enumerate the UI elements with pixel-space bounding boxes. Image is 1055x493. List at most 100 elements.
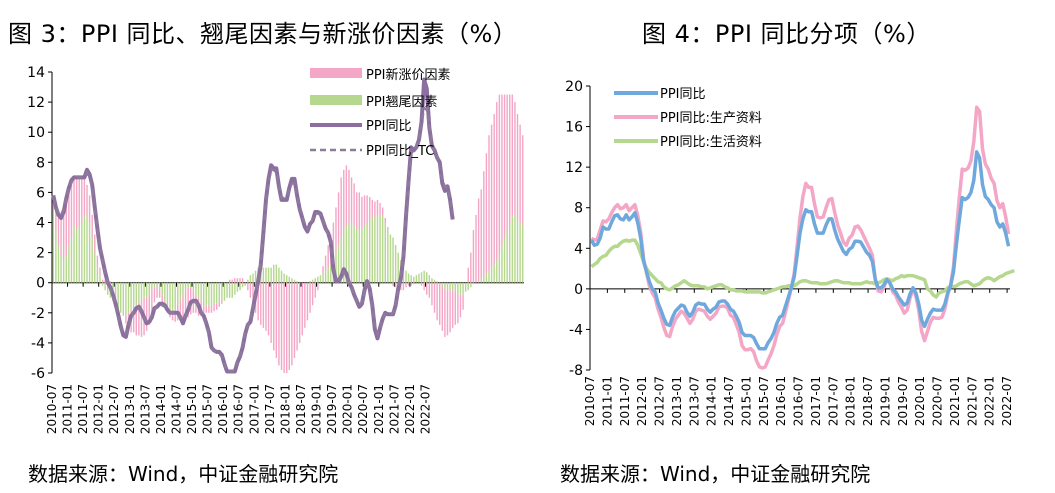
new-price-bar [293, 282, 296, 358]
right-x-tick-label: 2017-01 [809, 376, 823, 426]
new-price-bar [467, 267, 469, 283]
carry-bar [366, 222, 368, 283]
carry-bar [423, 270, 425, 283]
new-price-bar [394, 282, 397, 288]
new-price-bar [371, 199, 373, 218]
carry-bar [444, 282, 446, 289]
carry-bar [190, 282, 192, 288]
new-price-bar [337, 192, 340, 246]
carry-bar [511, 214, 514, 283]
carry-bar [158, 282, 161, 291]
left-y-tick-label: 4 [36, 216, 45, 232]
carry-bar [324, 270, 327, 283]
new-price-bar [99, 267, 101, 276]
right-y-tick-label: 4 [574, 241, 583, 257]
left-x-tick-label: 2012-07 [107, 384, 121, 434]
carry-bar [254, 270, 257, 283]
left-x-tick-label: 2022-01 [403, 384, 417, 434]
carry-bar [239, 282, 241, 291]
carry-bar [343, 230, 345, 283]
new-price-bar [151, 290, 153, 313]
carry-bar [215, 282, 218, 304]
new-price-bar [68, 187, 70, 246]
carry-bar [91, 237, 93, 283]
carry-bar [57, 245, 60, 283]
carry-bar [394, 245, 397, 283]
carry-bar [514, 214, 516, 283]
left-y-tick-label: 2 [36, 246, 45, 262]
new-price-bar [311, 282, 314, 306]
left-x-tick-label: 2022-07 [418, 384, 432, 434]
carry-bar [262, 267, 265, 283]
carry-bar [265, 267, 267, 283]
carry-bar [356, 230, 358, 283]
carry-bar [223, 282, 226, 301]
carry-bar [498, 252, 501, 283]
carry-bar [322, 273, 324, 283]
carry-bar [285, 275, 288, 283]
carry-bar [60, 255, 62, 283]
new-price-bar [314, 282, 316, 298]
new-price-bar [298, 282, 301, 343]
new-price-bar [205, 305, 208, 313]
carry-bar [75, 230, 78, 283]
new-price-bar [459, 294, 462, 318]
new-price-bar [514, 102, 516, 215]
carry-bar [280, 270, 283, 283]
carry-bar [200, 282, 202, 301]
new-price-bar [490, 124, 493, 268]
new-price-bar [431, 282, 433, 306]
ppi-tc-line [52, 106, 454, 373]
carry-bar [410, 275, 412, 283]
new-price-bar [280, 282, 283, 370]
carry-bar [496, 260, 498, 283]
carry-bar [65, 255, 67, 283]
new-price-bar [441, 285, 444, 331]
carry-bar [449, 282, 451, 291]
new-price-bar [171, 312, 174, 321]
new-price-bar [353, 183, 355, 226]
right-x-tick-label: 2018-07 [861, 376, 875, 426]
carry-bar [327, 267, 329, 283]
right-x-tick-label: 2015-01 [739, 376, 753, 426]
carry-bar [122, 282, 125, 316]
carry-bar [252, 273, 254, 283]
left-x-tick-label: 2014-07 [169, 384, 183, 434]
new-price-bar [407, 282, 410, 286]
carry-bar [330, 264, 332, 283]
left-y-tick-label: 6 [36, 185, 45, 201]
new-price-bar [379, 202, 381, 215]
new-price-bar [426, 282, 428, 295]
carry-bar [94, 252, 96, 283]
new-price-bar [345, 165, 348, 226]
ppi-yoy-line [589, 150, 1011, 351]
right-x-tick-label: 2020-01 [913, 376, 927, 426]
right-y-tick-label: 16 [565, 120, 583, 136]
new-price-bar [457, 293, 459, 324]
carry-bar [368, 219, 371, 283]
right-x-tick-label: 2014-07 [722, 376, 736, 426]
carry-bar [363, 225, 366, 283]
carry-bar [309, 281, 311, 283]
carry-bar [353, 225, 355, 283]
carry-bar [125, 282, 127, 316]
new-price-bar [96, 255, 99, 268]
carry-bar [464, 282, 467, 292]
legend-swatch [310, 68, 362, 78]
new-price-bar [252, 282, 254, 306]
new-price-bar [477, 198, 480, 282]
new-price-bar [433, 282, 436, 313]
new-price-bar [231, 279, 233, 283]
carry-bar [480, 279, 482, 283]
right-x-tick-label: 2016-07 [792, 376, 806, 426]
carry-bar [488, 270, 490, 283]
new-price-bar [55, 207, 57, 231]
new-price-bar [70, 180, 73, 238]
carry-bar [247, 279, 249, 283]
carry-bar [506, 230, 508, 283]
new-price-bar [249, 282, 252, 298]
new-price-bar [109, 281, 112, 283]
carry-bar [148, 282, 150, 295]
new-price-bar [423, 282, 425, 291]
new-price-bar [322, 266, 324, 274]
